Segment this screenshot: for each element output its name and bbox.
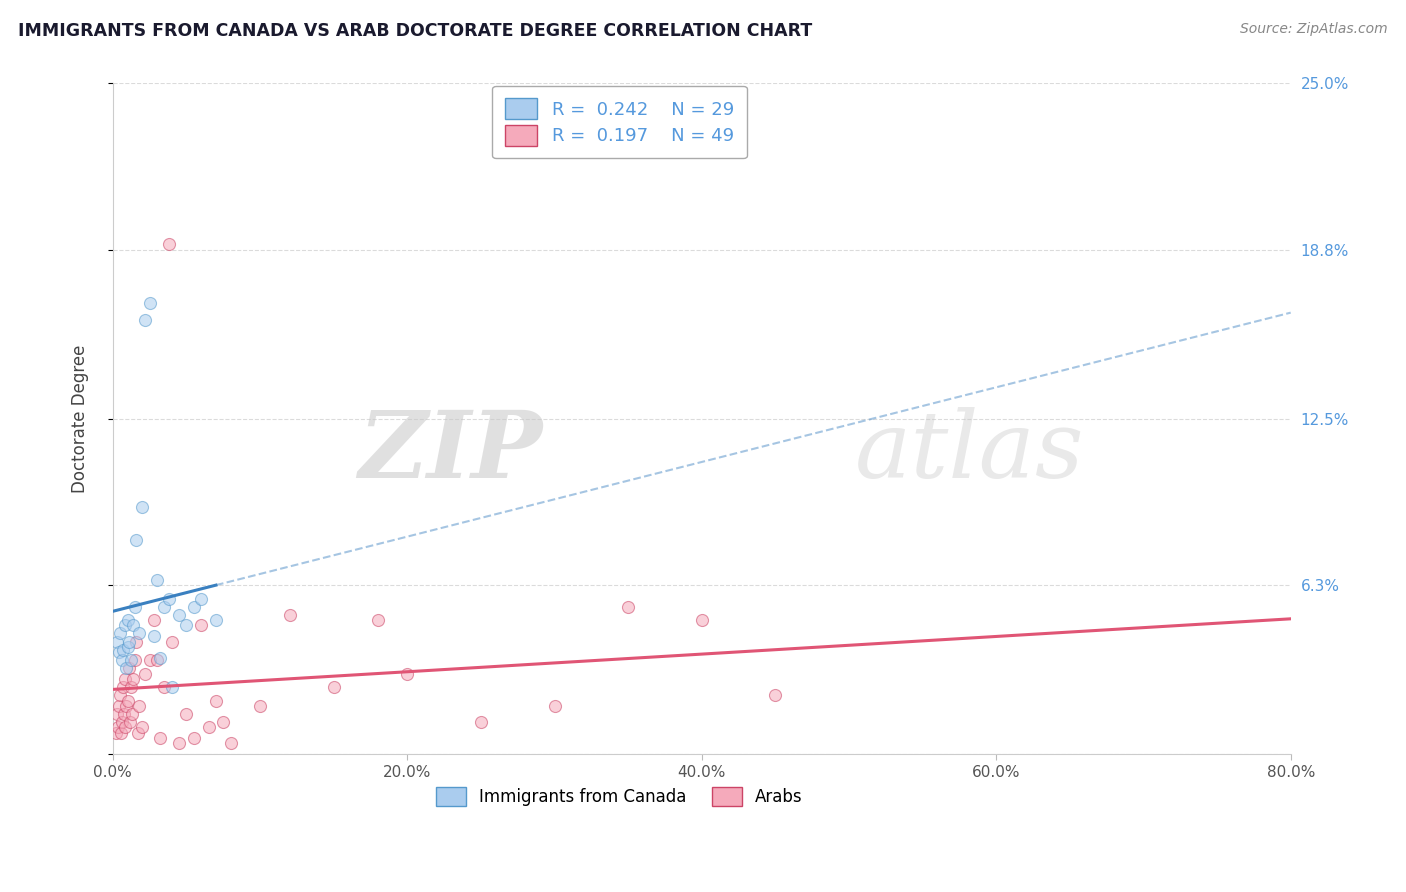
Point	[470, 714, 492, 729]
Point	[183, 599, 205, 614]
Point	[128, 626, 150, 640]
Text: IMMIGRANTS FROM CANADA VS ARAB DOCTORATE DEGREE CORRELATION CHART: IMMIGRANTS FROM CANADA VS ARAB DOCTORATE…	[18, 22, 813, 40]
Y-axis label: Doctorate Degree: Doctorate Degree	[72, 344, 89, 493]
Point	[617, 599, 640, 614]
Point	[124, 599, 146, 614]
Point	[112, 680, 135, 694]
Point	[107, 645, 129, 659]
Point	[104, 725, 127, 739]
Point	[131, 500, 153, 515]
Point	[125, 533, 148, 547]
Point	[212, 714, 235, 729]
Point	[114, 672, 136, 686]
Point	[167, 736, 190, 750]
Text: atlas: atlas	[855, 408, 1084, 498]
Point	[160, 634, 183, 648]
Point	[690, 613, 713, 627]
Point	[118, 661, 141, 675]
Point	[117, 693, 139, 707]
Point	[197, 720, 219, 734]
Point	[107, 698, 129, 713]
Point	[146, 653, 169, 667]
Point	[108, 688, 131, 702]
Point	[763, 688, 786, 702]
Point	[115, 661, 138, 675]
Point	[146, 573, 169, 587]
Point	[149, 731, 172, 745]
Point	[176, 618, 198, 632]
Point	[115, 698, 138, 713]
Point	[153, 599, 176, 614]
Point	[134, 666, 156, 681]
Point	[157, 237, 180, 252]
Point	[107, 720, 129, 734]
Point	[125, 634, 148, 648]
Point	[134, 312, 156, 326]
Point	[143, 613, 166, 627]
Point	[110, 725, 132, 739]
Text: Source: ZipAtlas.com: Source: ZipAtlas.com	[1240, 22, 1388, 37]
Point	[131, 720, 153, 734]
Point	[111, 714, 134, 729]
Point	[138, 653, 160, 667]
Point	[153, 680, 176, 694]
Point	[149, 650, 172, 665]
Point	[117, 613, 139, 627]
Point	[120, 653, 142, 667]
Point	[114, 618, 136, 632]
Point	[118, 634, 141, 648]
Point	[367, 613, 389, 627]
Point	[167, 607, 190, 622]
Point	[117, 640, 139, 654]
Point	[190, 618, 212, 632]
Point	[124, 653, 146, 667]
Point	[122, 672, 145, 686]
Point	[138, 296, 160, 310]
Point	[278, 607, 301, 622]
Point	[322, 680, 344, 694]
Point	[183, 731, 205, 745]
Point	[121, 706, 143, 721]
Point	[120, 680, 142, 694]
Point	[543, 698, 565, 713]
Point	[249, 698, 271, 713]
Legend: Immigrants from Canada, Arabs: Immigrants from Canada, Arabs	[429, 780, 810, 813]
Point	[111, 653, 134, 667]
Point	[143, 629, 166, 643]
Point	[121, 618, 143, 632]
Text: ZIP: ZIP	[359, 408, 543, 498]
Point	[108, 626, 131, 640]
Point	[128, 698, 150, 713]
Point	[190, 591, 212, 606]
Point	[118, 714, 141, 729]
Point	[160, 680, 183, 694]
Point	[105, 706, 128, 721]
Point	[105, 634, 128, 648]
Point	[114, 720, 136, 734]
Point	[157, 591, 180, 606]
Point	[205, 613, 228, 627]
Point	[127, 725, 149, 739]
Point	[205, 693, 228, 707]
Point	[219, 736, 242, 750]
Point	[176, 706, 198, 721]
Point	[112, 642, 135, 657]
Point	[396, 666, 419, 681]
Point	[112, 706, 135, 721]
